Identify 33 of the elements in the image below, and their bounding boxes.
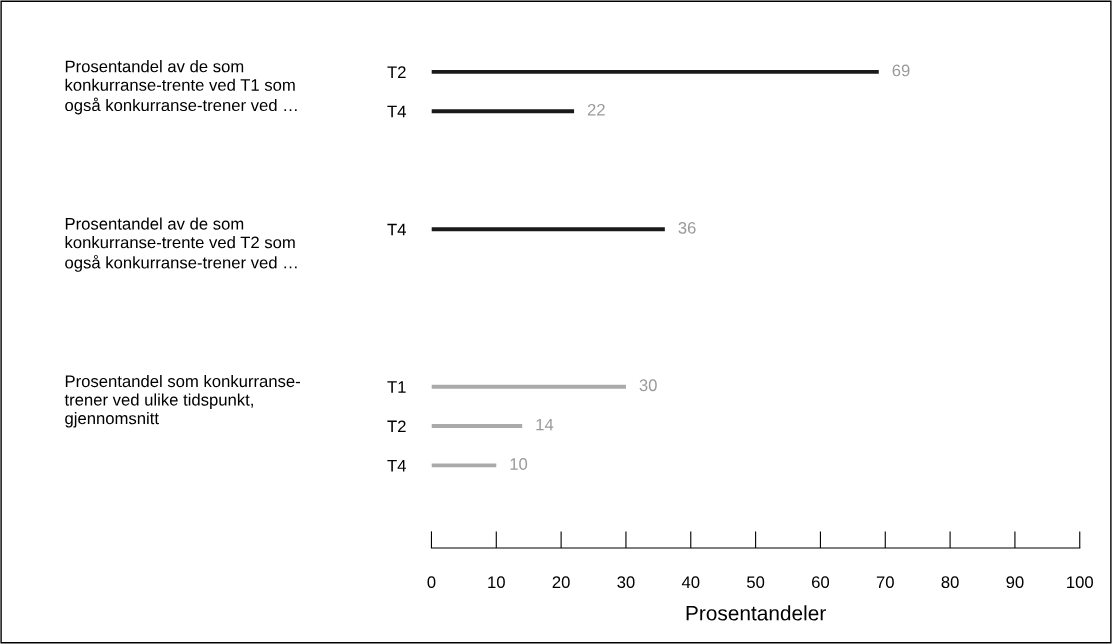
x-tick-label: 100: [1067, 576, 1094, 589]
bar: [431, 463, 497, 468]
x-tick-label: 40: [681, 576, 700, 589]
y-tick-label: T4: [387, 105, 406, 118]
x-axis-title: Prosentandeler: [686, 605, 826, 621]
data-label: 10: [510, 458, 528, 470]
text: Prosentandel av de som konkurranse-trente ved T2 som også konkurranse-trener ved …: [65, 217, 297, 272]
y-tick-label: T4: [387, 459, 406, 472]
y-tick-label: T2: [387, 66, 406, 78]
y-tick-label: T2: [387, 420, 406, 433]
x-tick-label: 80: [941, 576, 959, 589]
y-tick-label: T1: [387, 381, 406, 393]
y-tick-label: T4: [387, 223, 406, 236]
x-tick-label: 50: [747, 576, 765, 589]
bar: [431, 424, 523, 429]
x-tick-label: 30: [617, 576, 635, 589]
data-label: 36: [678, 221, 696, 234]
data-label: 22: [587, 103, 605, 116]
x-tick-label: 10: [488, 576, 505, 589]
x-tick-label: 70: [876, 576, 894, 589]
x-tick-label: 20: [552, 576, 570, 589]
x-tick-label: 90: [1006, 576, 1024, 589]
bar: [431, 69, 879, 74]
data-label: 14: [536, 418, 554, 431]
bar: [431, 109, 575, 114]
text: Prosentandel av de som konkurranse-trente ved T1 som også konkurranse-trener ved …: [65, 60, 297, 115]
text: Prosentandel som konkurranse- trener ved ulike tidspunkt, gjennomsnitt: [64, 374, 300, 428]
x-tick-label: 60: [812, 576, 830, 589]
x-tick-label: 0: [427, 576, 436, 589]
data-label: 69: [892, 64, 910, 77]
bar: [431, 384, 626, 389]
data-label: 30: [639, 379, 657, 392]
bar: [431, 227, 665, 232]
